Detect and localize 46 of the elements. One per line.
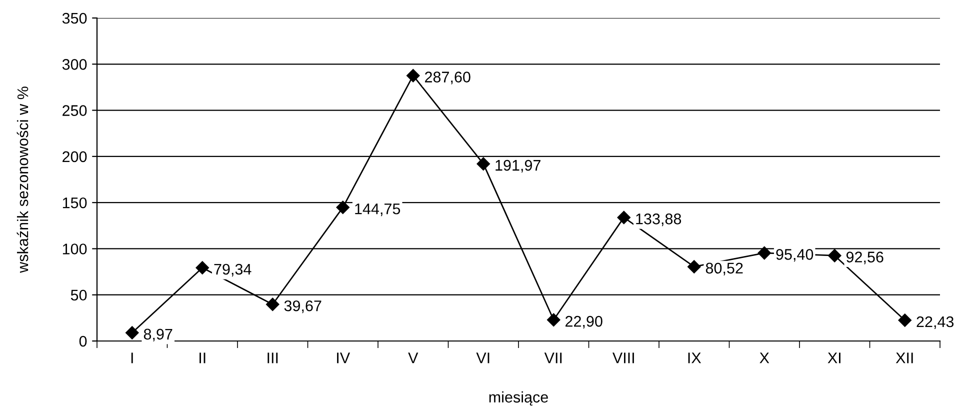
y-axis-title: wskaźnik sezonowości w % xyxy=(16,86,28,273)
point xyxy=(476,157,490,170)
point xyxy=(336,200,350,214)
x-tick-label: X xyxy=(760,352,770,364)
y-tick-label: 0 xyxy=(79,336,87,347)
data-label: 39,67 xyxy=(284,300,322,314)
x-axis-title: miesiące xyxy=(489,391,548,406)
x-tick-label: XII xyxy=(896,352,913,364)
point xyxy=(617,210,630,224)
point xyxy=(406,69,420,82)
data-label: 133,88 xyxy=(636,214,682,226)
y-tick-label: 300 xyxy=(62,59,87,70)
data-label: 22,90 xyxy=(566,316,602,329)
data-label: 79,34 xyxy=(214,264,252,276)
point xyxy=(688,260,701,274)
point xyxy=(758,246,771,260)
x-tick-label: VIII xyxy=(612,352,634,364)
data-label: 8,97 xyxy=(144,328,172,342)
x-tick-label: VI xyxy=(476,352,490,364)
point xyxy=(266,298,280,311)
y-tick-label: 50 xyxy=(70,290,87,301)
x-tick-label: IV xyxy=(337,352,350,364)
point xyxy=(126,326,139,340)
y-tick-label: 200 xyxy=(62,151,87,162)
data-label: 287,60 xyxy=(425,72,470,84)
data-label: 92,56 xyxy=(846,252,884,264)
x-tick-label: II xyxy=(200,352,206,364)
point xyxy=(547,313,560,326)
x-tick-label: III xyxy=(268,352,278,364)
data-label: 144,75 xyxy=(355,204,400,216)
point xyxy=(196,261,209,274)
point xyxy=(898,314,912,327)
data-label: 22,43 xyxy=(916,316,954,329)
point xyxy=(828,248,842,262)
x-tick-label: V xyxy=(408,352,418,364)
y-tick-label: 250 xyxy=(62,105,87,116)
y-tick-label: 100 xyxy=(62,244,87,254)
x-tick-label: I xyxy=(131,352,133,364)
data-label: 191,97 xyxy=(496,160,540,173)
y-tick-label: 150 xyxy=(62,197,87,208)
data-label: 95,40 xyxy=(776,249,814,262)
data-label: 80,52 xyxy=(706,262,743,276)
x-tick-label: VII xyxy=(544,352,562,364)
y-tick-label: 350 xyxy=(62,12,87,24)
x-tick-label: IX xyxy=(688,352,702,364)
x-tick-label: XI xyxy=(828,352,840,364)
